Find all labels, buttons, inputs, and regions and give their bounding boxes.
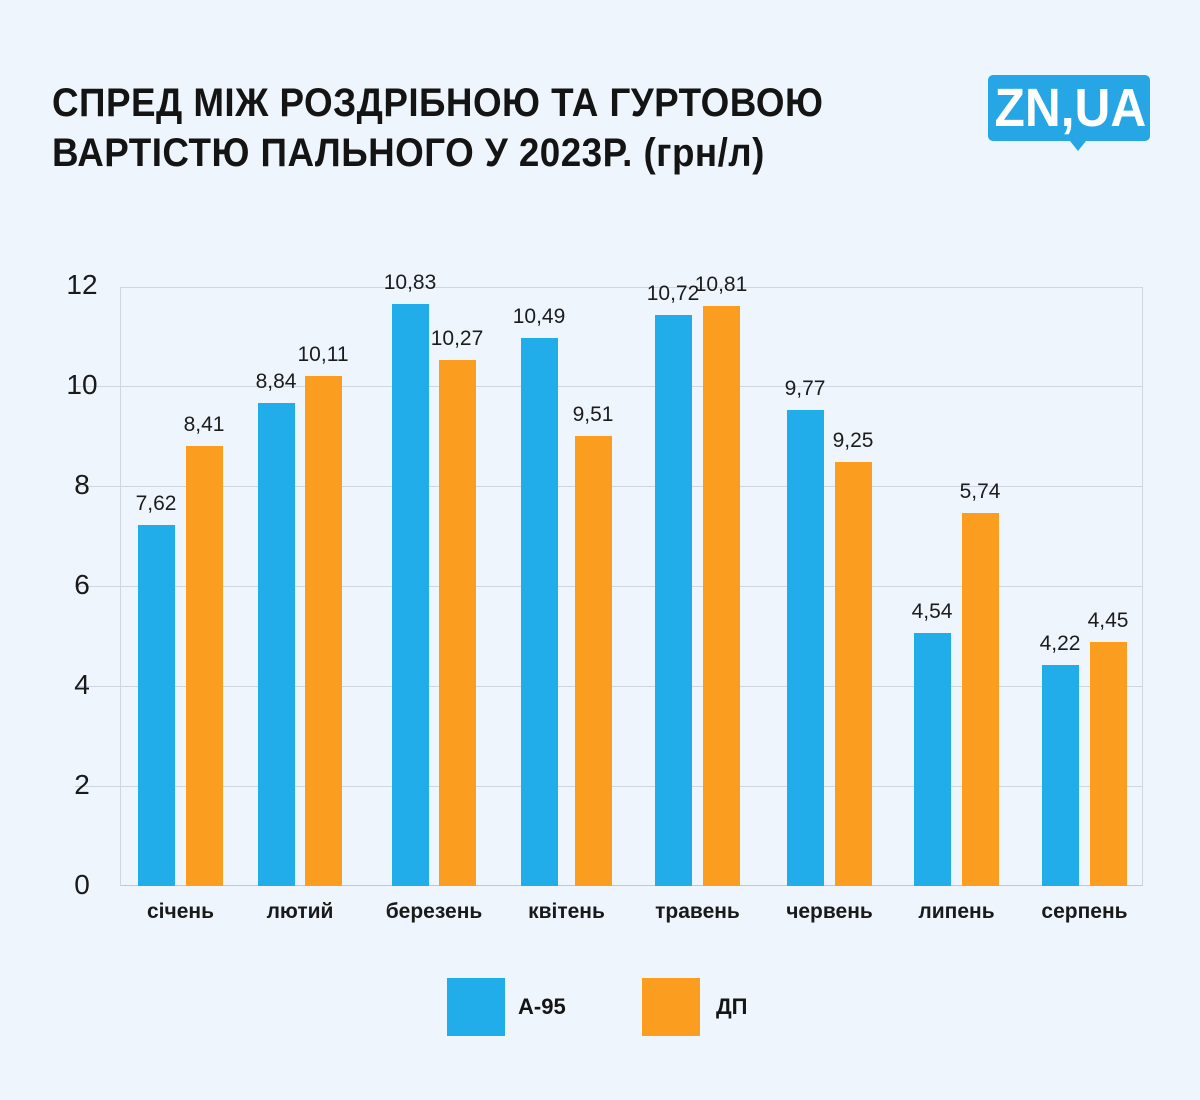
- bar-a95: [138, 525, 175, 886]
- bar-dp: [575, 436, 612, 886]
- chart-title: СПРЕД МІЖ РОЗДРІБНОЮ ТА ГУРТОВОЮ ВАРТІСТ…: [52, 78, 862, 178]
- value-label-a95: 8,84: [255, 370, 297, 393]
- y-tick-label: 4: [74, 669, 90, 700]
- y-tick-label: 8: [74, 469, 90, 500]
- x-axis-label: квітень: [528, 900, 605, 923]
- x-axis-label: травень: [655, 900, 740, 923]
- value-label-dp: 9,25: [832, 429, 874, 452]
- x-axis-label: серпень: [1041, 900, 1128, 923]
- gridline: [75, 386, 1143, 387]
- value-label-dp: 10,27: [430, 327, 484, 350]
- legend-swatch-dp: [642, 978, 700, 1036]
- value-label-a95: 10,83: [383, 271, 437, 294]
- zn-ua-logo: ZN,UA: [988, 75, 1150, 151]
- x-axis-label: березень: [385, 900, 483, 923]
- y-tick-label: 0: [74, 869, 90, 900]
- x-axis-label: червень: [786, 900, 873, 923]
- bar-a95: [655, 315, 692, 886]
- value-label-a95: 10,72: [646, 282, 700, 305]
- bar-dp: [186, 446, 223, 886]
- value-label-dp: 10,11: [297, 343, 349, 366]
- bar-a95: [1042, 665, 1079, 886]
- x-axis-label: січень: [147, 900, 214, 923]
- bar-a95: [258, 403, 295, 886]
- bar-a95: [521, 338, 558, 886]
- legend-label-dp: ДП: [716, 994, 748, 1019]
- bar-dp: [835, 462, 872, 886]
- value-label-a95: 7,62: [135, 492, 177, 515]
- value-label-dp: 5,74: [959, 480, 1001, 503]
- y-tick-label: 12: [66, 269, 98, 300]
- value-label-dp: 10,81: [694, 273, 748, 296]
- value-label-dp: 4,45: [1087, 609, 1129, 632]
- y-tick-label: 10: [66, 369, 98, 400]
- bar-dp: [305, 376, 342, 886]
- value-label-a95: 4,22: [1039, 632, 1081, 655]
- value-label-a95: 9,77: [784, 377, 826, 400]
- legend-swatch-a95: [447, 978, 505, 1036]
- bar-a95: [787, 410, 824, 886]
- x-axis-label: липень: [918, 900, 995, 923]
- legend-label-a95: А-95: [518, 994, 566, 1019]
- bar-a95: [392, 304, 429, 886]
- logo-text: ZN,UA: [994, 78, 1147, 138]
- speech-bubble-tail-icon: [1070, 141, 1086, 151]
- bar-a95: [914, 633, 951, 886]
- bar-dp: [703, 306, 740, 886]
- bar-dp: [1090, 642, 1127, 886]
- chart-title-line-1: СПРЕД МІЖ РОЗДРІБНОЮ ТА ГУРТОВОЮ: [52, 81, 824, 125]
- value-label-a95: 10,49: [512, 305, 566, 328]
- y-tick-label: 6: [74, 569, 90, 600]
- bar-dp: [439, 360, 476, 886]
- chart-title-line-2: ВАРТІСТЮ ПАЛЬНОГО У 2023Р. (грн/л): [52, 131, 765, 175]
- value-label-dp: 8,41: [183, 413, 225, 436]
- x-axis-label: лютий: [266, 900, 334, 923]
- value-label-dp: 9,51: [572, 403, 614, 426]
- y-tick-label: 2: [74, 769, 90, 800]
- bar-dp: [962, 513, 999, 886]
- value-label-a95: 4,54: [911, 600, 953, 623]
